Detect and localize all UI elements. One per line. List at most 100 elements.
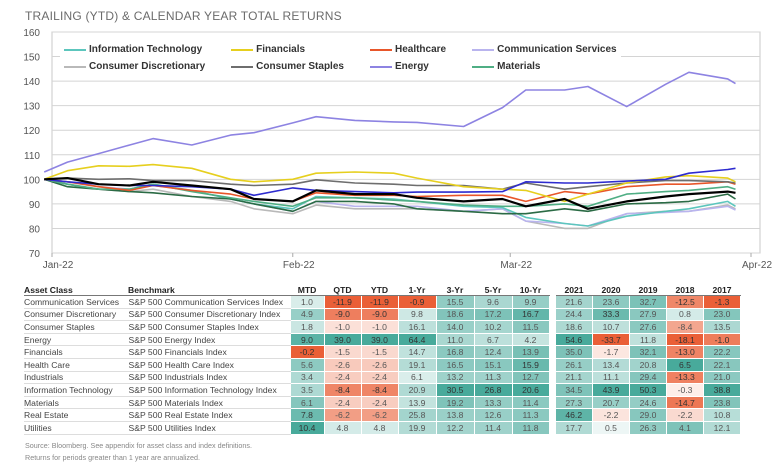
chart-legend: Information Technology Financials Healthca… bbox=[60, 42, 621, 74]
benchmark-cell: S&P 500 Utilities Index bbox=[128, 421, 291, 435]
return-cell: 22.2 bbox=[703, 345, 741, 359]
return-cell: 11.3 bbox=[512, 408, 550, 422]
return-cell: 7.8 bbox=[290, 408, 325, 422]
return-cell: 1.8 bbox=[290, 320, 325, 334]
column-header: 5-Yr bbox=[474, 284, 512, 296]
return-cell: 15.1 bbox=[474, 358, 513, 372]
table-row: Information Technology S&P 500 Informatio… bbox=[24, 383, 741, 397]
return-cell: -13.3 bbox=[666, 371, 704, 385]
column-header: Benchmark bbox=[128, 284, 290, 296]
return-cell: 11.4 bbox=[474, 421, 513, 435]
legend-item: Information Technology bbox=[64, 43, 205, 56]
x-tick-label: Feb-22 bbox=[283, 260, 315, 271]
legend-swatch bbox=[472, 48, 495, 51]
return-cell: -12.5 bbox=[666, 295, 704, 309]
return-cell: 6.7 bbox=[474, 333, 513, 347]
return-cell: 0.8 bbox=[666, 308, 704, 322]
benchmark-cell: S&P 500 Financials Index bbox=[128, 345, 291, 359]
returns-table: Asset Class Benchmark MTD QTD YTD 1-Yr 3-Yr 5-Y… bbox=[24, 284, 741, 435]
return-cell: 26.3 bbox=[629, 421, 667, 435]
column-gap bbox=[549, 320, 556, 334]
return-cell: 4.1 bbox=[666, 421, 704, 435]
return-cell: 54.6 bbox=[555, 333, 593, 347]
return-cell: 32.1 bbox=[629, 345, 667, 359]
return-cell: 25.8 bbox=[398, 408, 437, 422]
table-row: Utilities S&P 500 Utilities Index 10.4 4.8 4… bbox=[24, 421, 741, 435]
y-tick-label: 160 bbox=[23, 28, 40, 39]
return-cell: 18.6 bbox=[555, 320, 593, 334]
return-cell: 12.4 bbox=[474, 345, 513, 359]
return-cell: 5.6 bbox=[290, 358, 325, 372]
column-header: 2018 bbox=[666, 284, 704, 296]
asset-class-cell: Consumer Discretionary bbox=[24, 308, 129, 322]
return-cell: 26.1 bbox=[555, 358, 593, 372]
return-cell: 14.0 bbox=[436, 320, 475, 334]
return-cell: 43.9 bbox=[592, 383, 630, 397]
return-cell: 10.8 bbox=[703, 408, 741, 422]
table-row: Communication Services S&P 500 Communicat… bbox=[24, 295, 741, 309]
return-cell: -6.2 bbox=[324, 408, 362, 422]
column-header: QTD bbox=[324, 284, 361, 296]
return-cell: 16.5 bbox=[436, 358, 475, 372]
return-cell: 9.0 bbox=[290, 333, 325, 347]
return-cell: 15.9 bbox=[512, 358, 550, 372]
return-cell: 27.6 bbox=[629, 320, 667, 334]
return-cell: -6.2 bbox=[361, 408, 399, 422]
table-row: Financials S&P 500 Financials Index -0.2 -1… bbox=[24, 345, 741, 359]
return-cell: 11.1 bbox=[592, 371, 630, 385]
return-cell: 10.4 bbox=[290, 421, 325, 435]
column-header: Asset Class bbox=[24, 284, 128, 296]
return-cell: -9.0 bbox=[324, 308, 362, 322]
return-cell: 12.1 bbox=[703, 421, 741, 435]
benchmark-cell: S&P 500 Real Estate Index bbox=[128, 408, 291, 422]
return-cell: 50.3 bbox=[629, 383, 667, 397]
return-cell: 11.4 bbox=[512, 396, 550, 410]
return-cell: -11.9 bbox=[361, 295, 399, 309]
return-cell: -8.4 bbox=[324, 383, 362, 397]
annualized-note: Returns for periods greater than 1 year … bbox=[25, 453, 200, 462]
return-cell: 27.9 bbox=[629, 308, 667, 322]
return-cell: 16.1 bbox=[398, 320, 437, 334]
y-tick-label: 80 bbox=[29, 224, 41, 235]
return-cell: -1.5 bbox=[361, 345, 399, 359]
return-cell: 13.5 bbox=[703, 320, 741, 334]
column-header: 2019 bbox=[629, 284, 667, 296]
legend-label: Healthcare bbox=[394, 44, 447, 55]
table-row: Materials S&P 500 Materials Index 6.1 -2.4-… bbox=[24, 396, 741, 410]
return-cell: -33.7 bbox=[592, 333, 630, 347]
return-cell: -1.0 bbox=[703, 333, 741, 347]
return-cell: 6.5 bbox=[666, 358, 704, 372]
return-cell: 16.7 bbox=[512, 308, 550, 322]
legend-label: Consumer Discretionary bbox=[89, 61, 206, 72]
asset-class-cell: Materials bbox=[24, 396, 129, 410]
y-tick-label: 70 bbox=[29, 249, 41, 260]
column-header: 1-Yr bbox=[398, 284, 436, 296]
return-cell: 35.0 bbox=[555, 345, 593, 359]
return-cell: 11.8 bbox=[512, 421, 550, 435]
table-row: Industrials S&P 500 Industrials Index 3.4-… bbox=[24, 371, 741, 385]
return-cell: 21.1 bbox=[555, 371, 593, 385]
return-cell: 13.8 bbox=[436, 408, 475, 422]
return-cell: 30.5 bbox=[436, 383, 475, 397]
return-cell: -2.4 bbox=[324, 371, 362, 385]
return-cell: -1.7 bbox=[592, 345, 630, 359]
asset-class-cell: Consumer Staples bbox=[24, 320, 129, 334]
column-gap bbox=[549, 408, 556, 422]
benchmark-cell: S&P 500 Industrials Index bbox=[128, 371, 291, 385]
return-cell: -0.9 bbox=[398, 295, 437, 309]
y-tick-label: 150 bbox=[23, 53, 40, 64]
return-cell: 4.9 bbox=[290, 308, 325, 322]
return-cell: -2.4 bbox=[361, 396, 399, 410]
asset-class-cell: Health Care bbox=[24, 358, 129, 372]
return-cell: 11.0 bbox=[436, 333, 475, 347]
legend-label: Materials bbox=[497, 61, 541, 72]
y-tick-label: 100 bbox=[23, 175, 40, 186]
return-cell: 27.3 bbox=[555, 396, 593, 410]
legend-label: Information Technology bbox=[89, 44, 203, 55]
benchmark-cell: S&P 500 Materials Index bbox=[128, 396, 291, 410]
legend-item: Healthcare bbox=[369, 43, 447, 56]
legend-swatch bbox=[64, 48, 86, 51]
return-cell: 13.9 bbox=[512, 345, 550, 359]
return-cell: 29.0 bbox=[629, 408, 667, 422]
